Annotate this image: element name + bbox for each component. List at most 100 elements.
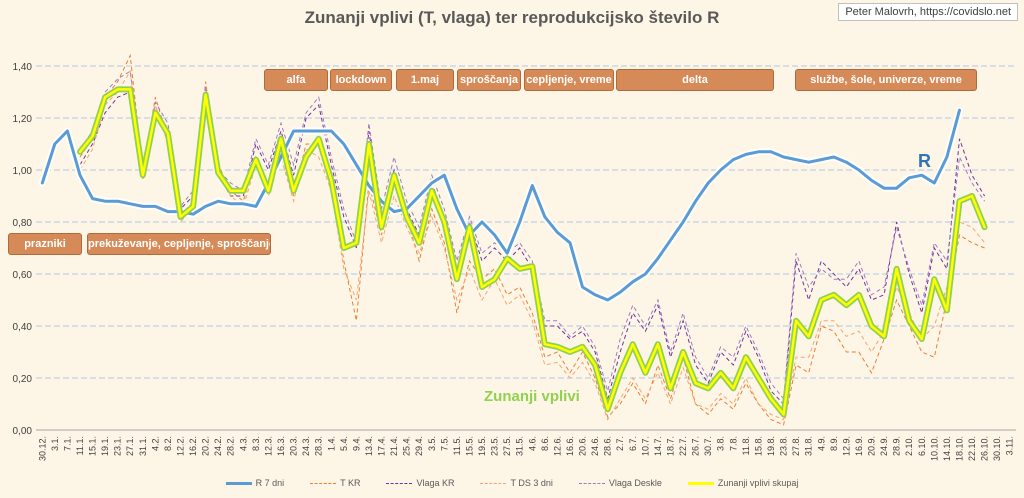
y-tick-label: 0,00 <box>13 426 33 437</box>
x-tick-label: 8.2. <box>163 436 173 451</box>
x-tick-label: 23.5. <box>490 436 500 456</box>
x-tick-label: 20.9. <box>867 436 877 456</box>
x-tick-label: 7.1. <box>62 436 72 451</box>
x-tick-label: 22.10. <box>967 436 977 461</box>
y-tick-label: 1,20 <box>13 114 33 125</box>
x-tick-label: 28.3. <box>314 436 324 456</box>
zunanji-series-label: Zunanji vplivi <box>484 388 580 405</box>
x-tick-label: 27.8. <box>791 436 801 456</box>
x-tick-label: 3.11. <box>1005 436 1015 455</box>
series-line-vlaga-deskle <box>79 70 986 401</box>
x-tick-label: 16.2. <box>188 436 198 456</box>
x-tick-label: 18.7. <box>665 436 675 456</box>
legend-item-vlaga-kr: Vlaga KR <box>386 478 454 488</box>
x-tick-label: 30.12. <box>37 436 47 461</box>
x-tick-label: 3.8. <box>716 436 726 451</box>
x-tick-label: 16.6. <box>565 436 575 456</box>
x-tick-label: 8.3. <box>251 436 261 451</box>
x-tick-label: 16.9. <box>854 436 864 456</box>
x-tick-label: 2.7. <box>615 436 625 451</box>
x-tick-label: 27.1. <box>125 436 135 456</box>
x-tick-label: 7.5. <box>439 436 449 451</box>
legend-label-zunanji: Zunanji vplivi skupaj <box>717 478 799 488</box>
legend-item-r: R 7 dni <box>225 478 285 488</box>
legend-item-vlaga-deskle: Vlaga Deskle <box>578 478 662 488</box>
x-tick-label: 26.10. <box>980 436 990 461</box>
credit-label: Peter Malovrh, https://covidslo.net <box>838 3 1018 21</box>
period-tag-prekuzevanje: prekuževanje, cepljenje, sproščanje <box>87 233 271 255</box>
x-tick-label: 4.9. <box>816 436 826 451</box>
x-tick-label: 18.10. <box>954 436 964 461</box>
x-tick-label: 28.2. <box>226 436 236 456</box>
x-tick-label: 19.5. <box>477 436 487 456</box>
series-line-t-ds <box>79 69 985 421</box>
x-tick-label: 21.4. <box>389 436 399 456</box>
x-tick-label: 15.8. <box>753 436 763 456</box>
legend-swatch-zunanji <box>687 481 714 485</box>
x-tick-label: 4.2. <box>150 436 160 451</box>
legend-label-t-ds: T DS 3 dni <box>510 478 553 488</box>
x-tick-label: 24.3. <box>301 436 311 456</box>
x-tick-label: 12.3. <box>263 436 273 456</box>
legend-item-t-ds: T DS 3 dni <box>480 478 553 488</box>
x-tick-label: 1.4. <box>326 436 336 451</box>
x-tick-label: 23.1. <box>113 436 123 456</box>
x-tick-label: 20.6. <box>578 436 588 456</box>
x-tick-label: 14.7. <box>653 436 663 456</box>
x-tick-label: 5.4. <box>339 436 349 451</box>
period-tag-cepljenje-vreme: cepljenje, vreme <box>524 69 614 91</box>
x-tick-label: 10.10. <box>929 436 939 461</box>
legend-swatch-t-ds <box>480 482 507 484</box>
x-tick-label: 13.4. <box>364 436 374 456</box>
legend-item-t-kr: T KR <box>310 478 360 488</box>
x-tick-label: 15.5. <box>464 436 474 456</box>
x-tick-label: 24.6. <box>590 436 600 456</box>
period-tag-sproscanja: sproščanja <box>457 69 521 91</box>
r-series-label: R <box>918 151 931 171</box>
legend-swatch-t-kr <box>310 482 337 484</box>
period-tag-sluzbe: službe, šole, univerze, vreme <box>795 69 977 91</box>
period-tag-lockdown: lockdown <box>330 69 392 91</box>
x-tick-label: 31.1. <box>138 436 148 456</box>
x-tick-label: 6.7. <box>628 436 638 451</box>
legend-swatch-vlaga-kr <box>386 482 413 484</box>
x-tick-label: 29.4. <box>414 436 424 456</box>
x-tick-label: 4.6. <box>527 436 537 451</box>
x-tick-label: 11.8. <box>741 436 751 455</box>
x-tick-label: 14.10. <box>942 436 952 461</box>
x-tick-label: 31.5. <box>515 436 525 456</box>
x-tick-label: 22.7. <box>678 436 688 456</box>
x-tick-label: 28.9. <box>892 436 902 456</box>
x-tick-label: 8.6. <box>540 436 550 451</box>
x-tick-label: 12.6. <box>552 436 562 456</box>
x-tick-label: 25.4. <box>402 436 412 456</box>
x-tick-label: 24.2. <box>213 436 223 456</box>
legend-label-t-kr: T KR <box>340 478 361 488</box>
y-tick-label: 0,60 <box>13 270 33 281</box>
legend-label-r: R 7 dni <box>255 478 285 488</box>
chart-title: Zunanji vplivi (T, vlaga) ter reprodukci… <box>304 8 720 27</box>
legend-item-zunanji: Zunanji vplivi skupaj <box>687 478 799 488</box>
x-tick-label: 19.1. <box>100 436 110 456</box>
legend: R 7 dni T KR Vlaga KR T DS 3 dni Vlaga D… <box>0 478 1024 488</box>
period-tag-prazniki: prazniki <box>8 233 82 255</box>
x-tick-label: 2.10. <box>904 436 914 456</box>
y-tick-label: 0,80 <box>13 218 33 229</box>
y-tick-label: 1,00 <box>13 166 33 177</box>
x-tick-label: 19.8. <box>766 436 776 456</box>
x-tick-label: 12.9. <box>841 436 851 456</box>
legend-label-vlaga-kr: Vlaga KR <box>416 478 455 488</box>
period-tag-alfa: alfa <box>264 69 328 91</box>
x-tick-label: 23.8. <box>779 436 789 456</box>
x-tick-label: 15.1. <box>88 436 98 456</box>
x-tick-label: 11.5. <box>452 436 462 455</box>
series-line-r <box>40 108 961 302</box>
y-tick-label: 1,40 <box>13 62 33 73</box>
x-tick-label: 10.7. <box>640 436 650 456</box>
series-line-zunanji <box>78 88 986 416</box>
x-tick-label: 30.10. <box>992 436 1002 461</box>
x-tick-label: 20.3. <box>289 436 299 456</box>
x-tick-label: 27.5. <box>502 436 512 456</box>
